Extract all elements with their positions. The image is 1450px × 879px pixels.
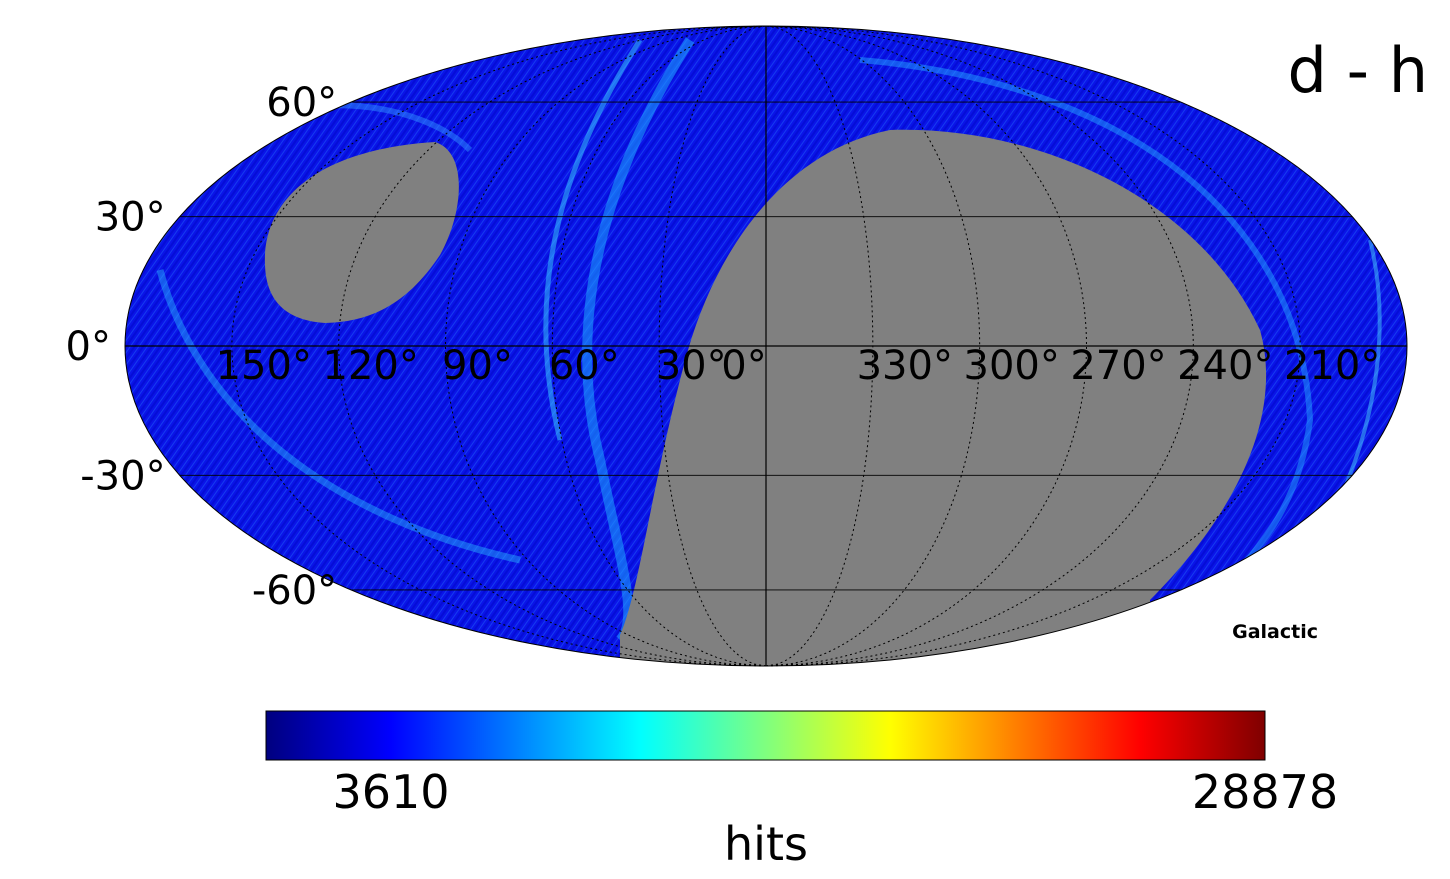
- bright-band: [156, 269, 521, 564]
- graticule-meridian: [444, 25, 767, 667]
- lon-tick-label: 270°: [1070, 343, 1166, 389]
- colorbar-max-label: 28878: [1192, 765, 1338, 819]
- lon-tick-label: 330°: [857, 343, 953, 389]
- bright-band: [582, 37, 695, 644]
- lon-tick-label: 120°: [323, 343, 419, 389]
- graticule: [125, 25, 1407, 667]
- colorbar-label: hits: [724, 817, 808, 871]
- unobserved-region-north: [264, 142, 459, 323]
- map-outline: [124, 25, 1408, 667]
- lat-tick-label: -30°: [80, 453, 165, 499]
- bright-band: [543, 38, 643, 441]
- lat-tick-label: 30°: [95, 195, 166, 241]
- lon-tick-label: 60°: [549, 343, 620, 389]
- graticule-meridian: [765, 25, 1194, 667]
- lat-tick-labels: 60° 30° 0° -30° -60°: [66, 80, 338, 614]
- lat-tick-label: 60°: [266, 80, 337, 126]
- lon-tick-label: 210°: [1284, 343, 1380, 389]
- chart-title: d - h: [1288, 34, 1428, 107]
- lon-tick-label: 0°: [721, 343, 766, 389]
- graticule-meridian: [765, 25, 1301, 667]
- graticule-meridian: [338, 25, 767, 667]
- colorbar-min-label: 3610: [332, 765, 449, 819]
- lon-tick-label: 150°: [216, 343, 312, 389]
- unobserved-region-south: [620, 129, 1267, 666]
- graticule-meridian: [658, 25, 767, 667]
- lon-tick-labels: 150° 120° 90° 60° 30° 0° 330° 300° 270° …: [216, 343, 1381, 389]
- graticule-meridian: [231, 25, 767, 667]
- lon-tick-label: 240°: [1177, 343, 1273, 389]
- lon-tick-label: 300°: [964, 343, 1060, 389]
- lat-tick-label: 0°: [66, 324, 111, 370]
- colorbar: [265, 710, 1266, 761]
- graticule-meridian: [765, 25, 1088, 667]
- graticule-meridian: [765, 25, 874, 667]
- lon-tick-label: 90°: [442, 343, 513, 389]
- coord-system-label: Galactic: [1232, 621, 1318, 643]
- lon-tick-label: 30°: [656, 343, 727, 389]
- lat-tick-label: -60°: [252, 568, 337, 614]
